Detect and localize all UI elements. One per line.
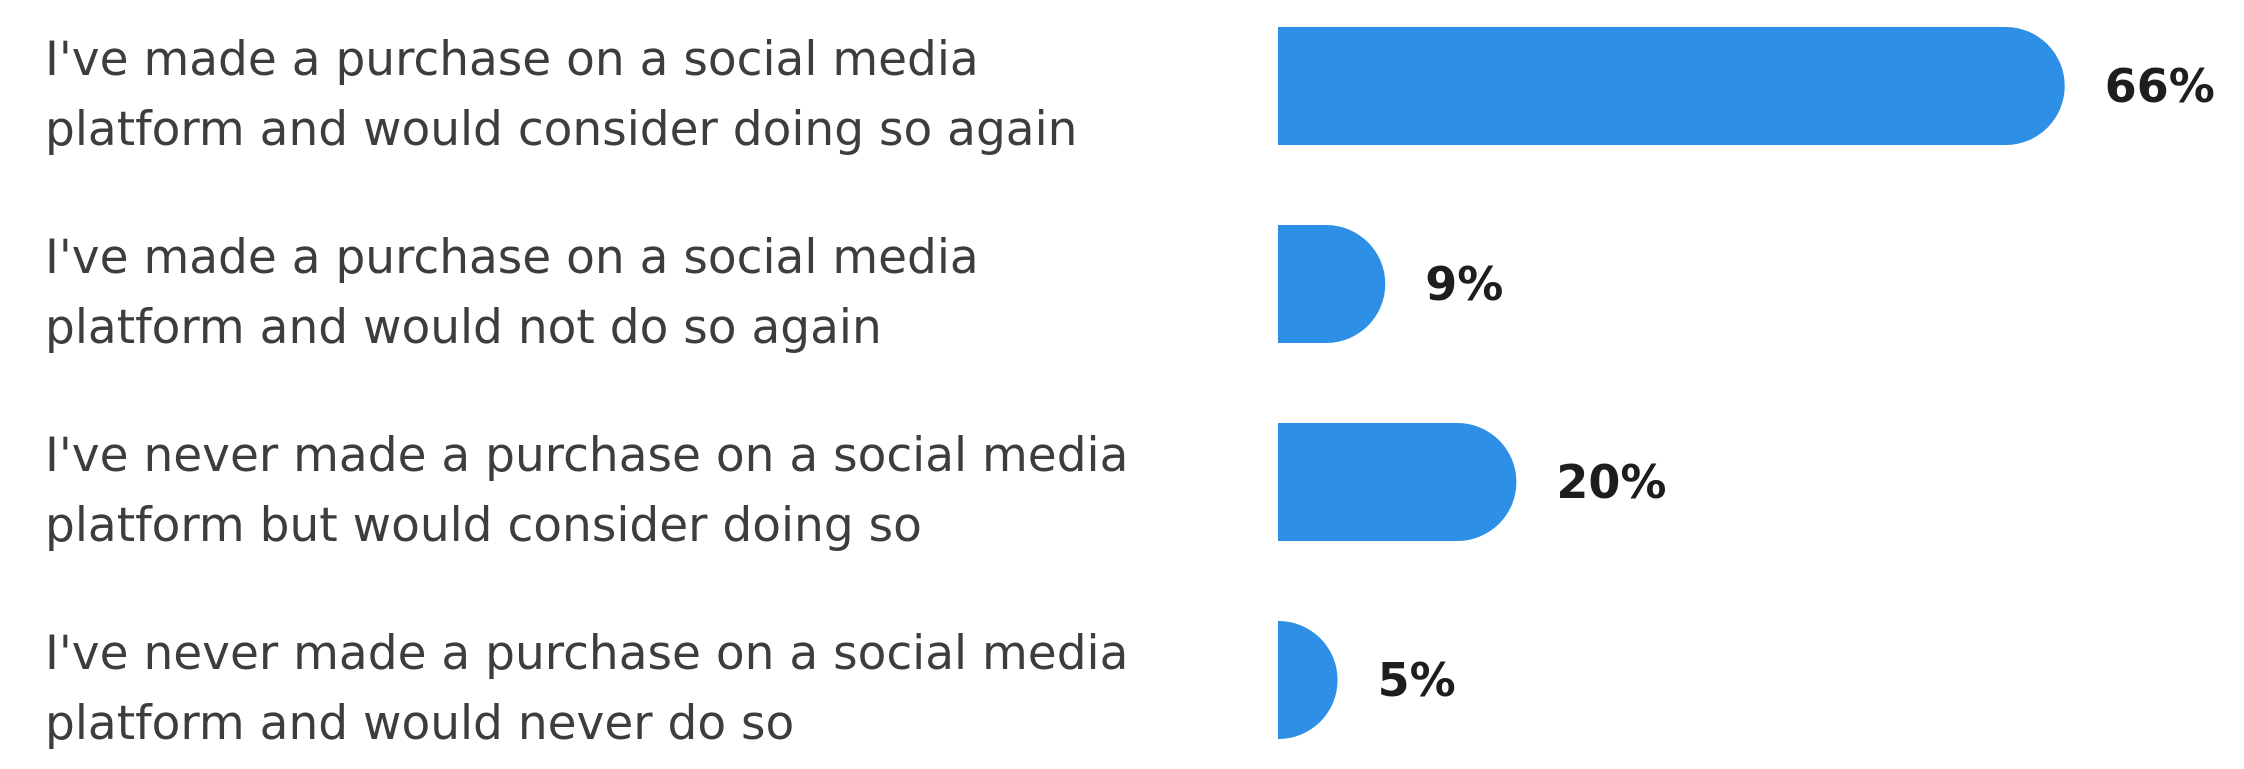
bar-4 [1278, 621, 1338, 739]
bar-3 [1278, 423, 1517, 541]
category-label-1-line-2: platform and would consider doing so aga… [45, 102, 1077, 157]
value-label-2: 9% [1425, 257, 1503, 311]
category-label-3-line-2: platform but would consider doing so [45, 498, 922, 553]
bar-1 [1278, 27, 2065, 145]
category-label-2-line-1: I've made a purchase on a social media [45, 230, 979, 285]
value-labels: 66% 9% 20% 5% [1378, 59, 2215, 707]
category-label-4-line-2: platform and would never do so [45, 696, 794, 751]
category-label-1-line-1: I've made a purchase on a social media [45, 32, 979, 87]
category-labels: I've made a purchase on a social media pl… [45, 32, 1128, 751]
bars [1278, 27, 2065, 739]
bar-2 [1278, 225, 1386, 343]
category-label-3-line-1: I've never made a purchase on a social m… [45, 428, 1128, 483]
value-label-4: 5% [1378, 653, 1456, 707]
value-label-3: 20% [1556, 455, 1666, 509]
value-label-1: 66% [2105, 59, 2215, 113]
category-label-2-line-2: platform and would not do so again [45, 300, 882, 355]
category-label-4-line-1: I've never made a purchase on a social m… [45, 626, 1128, 681]
